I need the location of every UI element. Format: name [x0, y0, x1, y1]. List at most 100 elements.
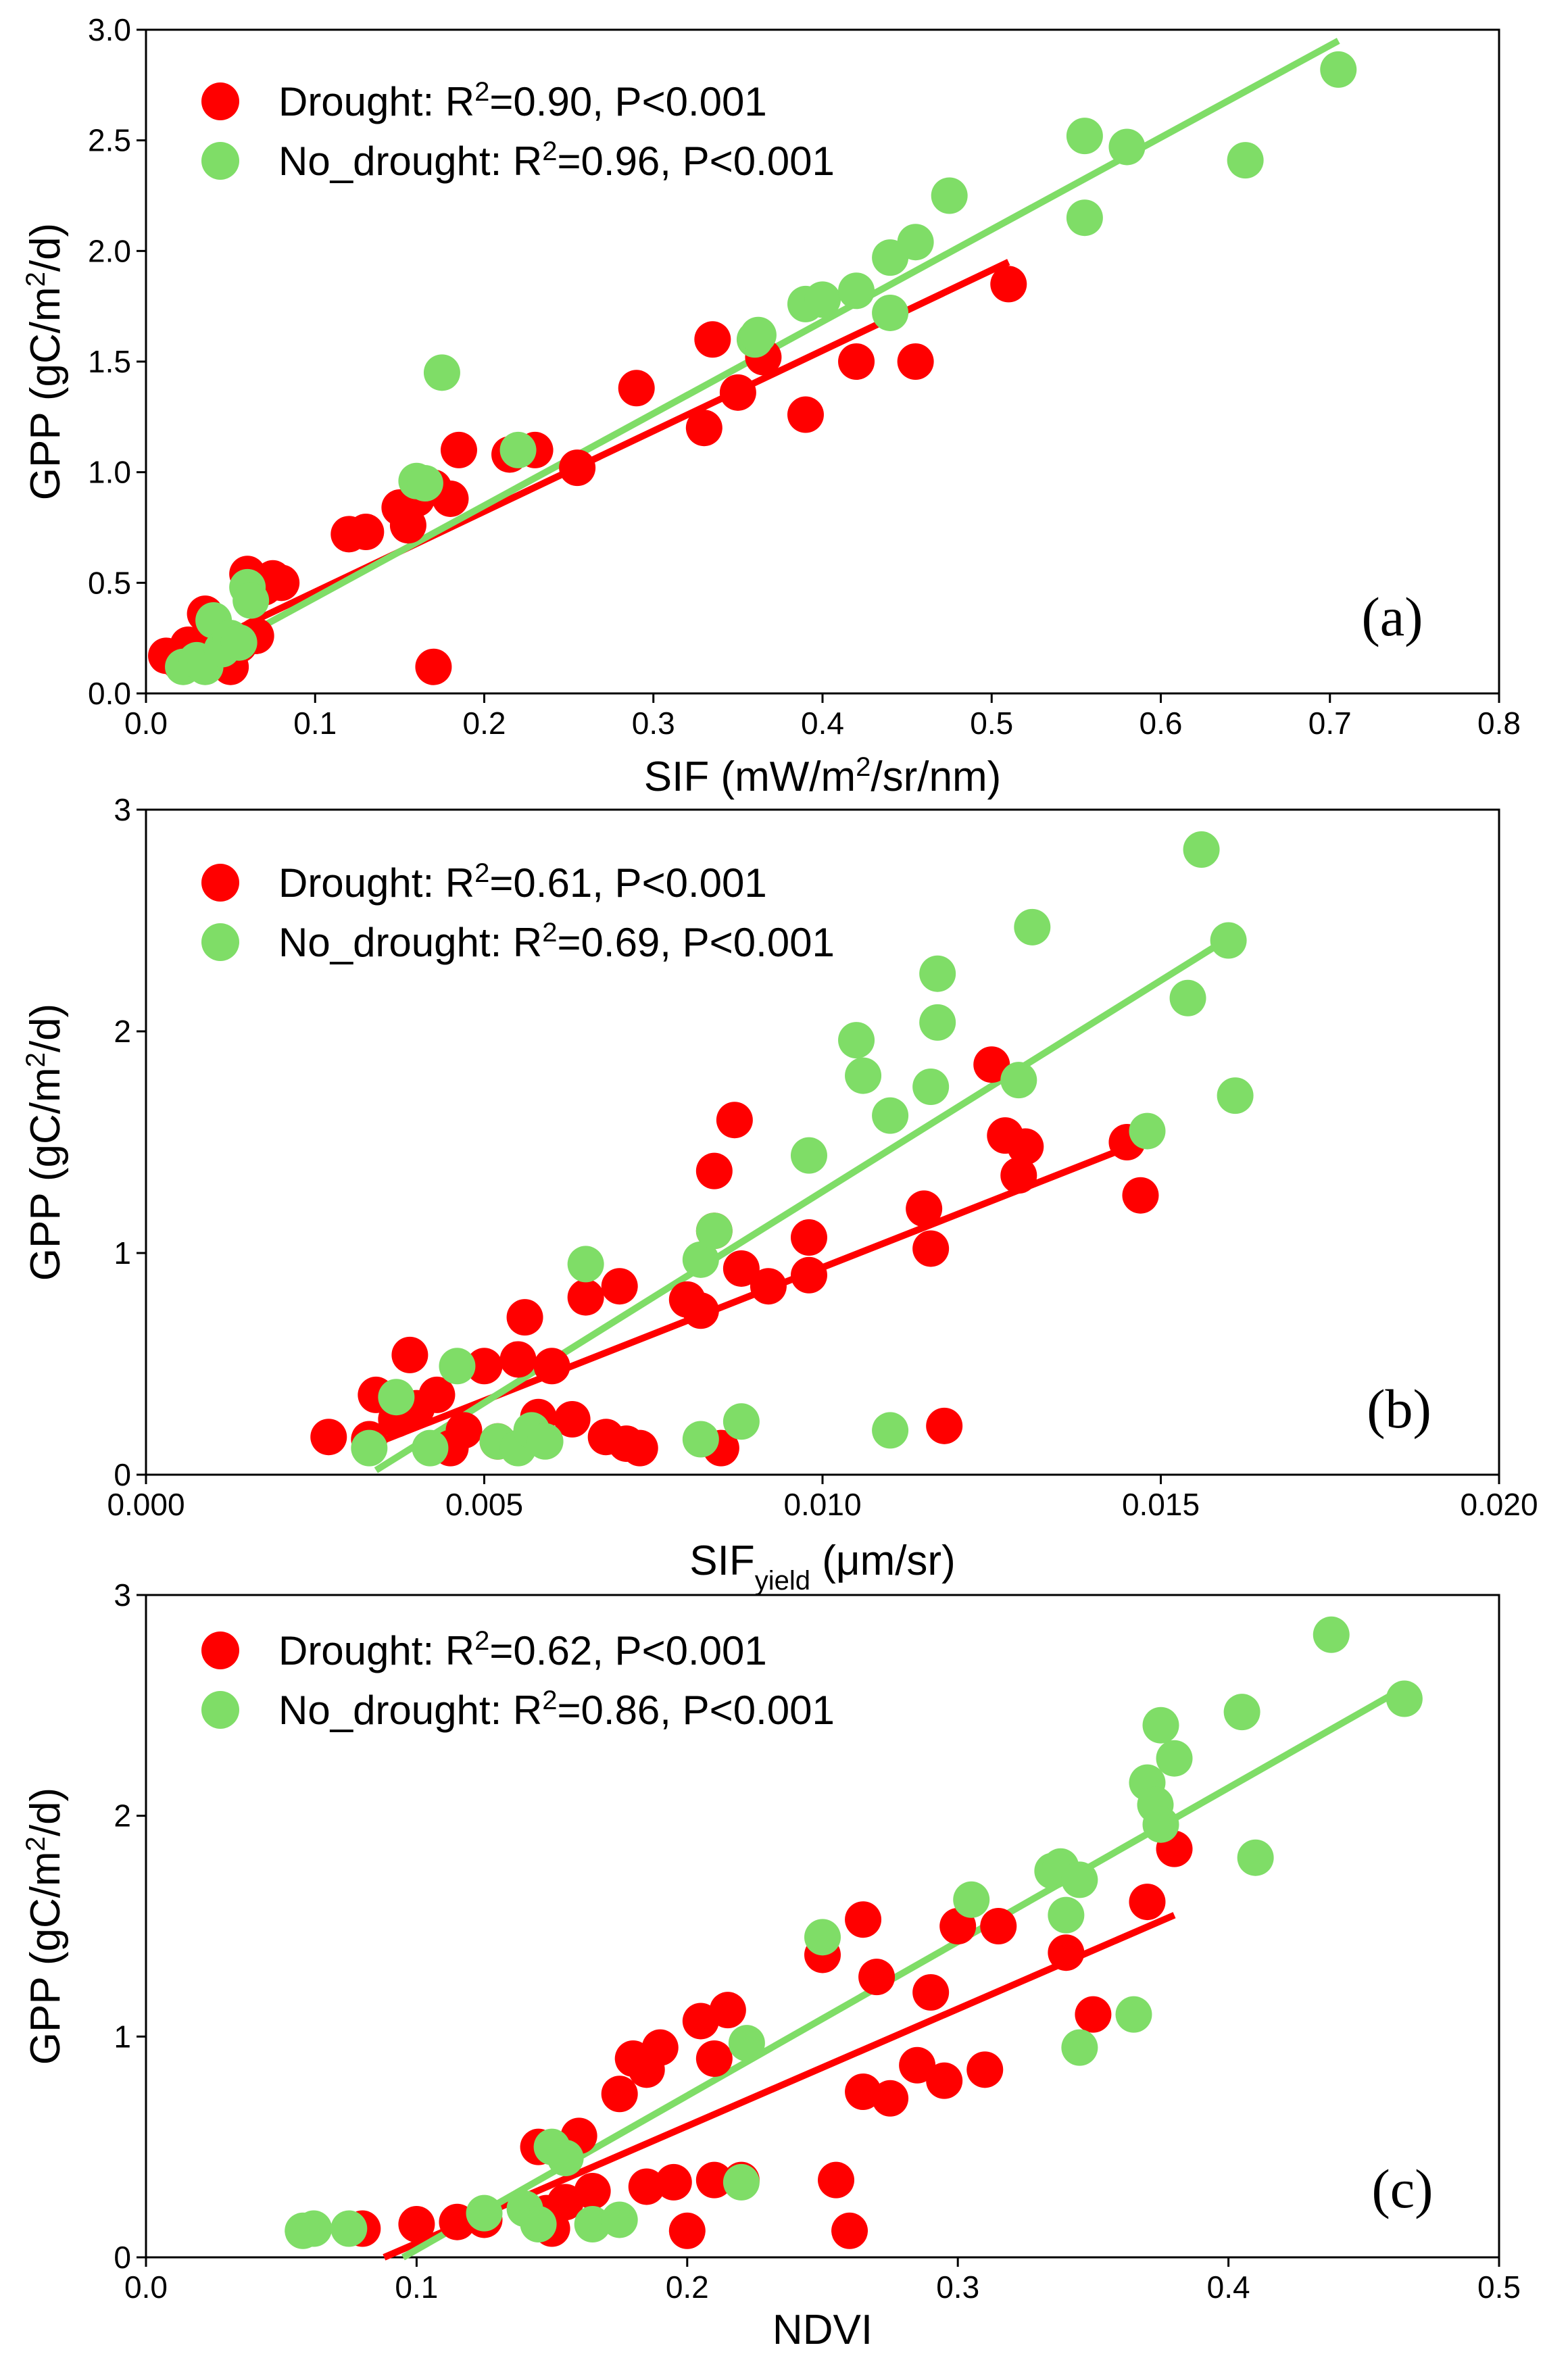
- panel-label: (c): [1371, 2158, 1433, 2219]
- point-no-drought: [1066, 199, 1103, 237]
- point-no-drought: [220, 624, 258, 661]
- point-no-drought: [232, 582, 270, 619]
- point-drought: [559, 449, 596, 487]
- plot-frame: [145, 808, 1500, 1476]
- point-no-drought: [953, 1881, 990, 1918]
- point-no-drought: [1386, 1680, 1423, 1717]
- x-tick-label: 0.5: [970, 706, 1013, 741]
- point-no-drought: [574, 2206, 611, 2242]
- point-drought: [1075, 1996, 1112, 2033]
- x-tick-label: 0.000: [107, 1487, 185, 1522]
- point-drought: [310, 1419, 347, 1456]
- x-tick-label: 0.020: [1460, 1487, 1538, 1522]
- legend-label-no-drought: No_drought: R2=0.96, P<0.001: [278, 137, 835, 184]
- panel-label: (b): [1367, 1378, 1431, 1440]
- point-drought: [440, 431, 477, 468]
- point-drought: [787, 396, 824, 433]
- point-drought: [1048, 1934, 1085, 1971]
- point-drought: [899, 2046, 936, 2084]
- point-no-drought: [1320, 51, 1357, 88]
- point-drought: [641, 2029, 679, 2066]
- x-tick-label: 0.5: [1477, 2269, 1521, 2305]
- point-no-drought: [1210, 922, 1247, 959]
- point-no-drought: [722, 2163, 760, 2201]
- legend-marker-drought: [201, 864, 239, 902]
- point-drought: [695, 2161, 733, 2199]
- x-tick-label: 0.005: [445, 1487, 523, 1522]
- point-drought: [668, 2212, 706, 2249]
- point-drought: [906, 1190, 943, 1227]
- legend-marker-no-drought: [201, 1691, 239, 1729]
- point-no-drought: [682, 1421, 719, 1458]
- point-no-drought: [499, 431, 537, 468]
- point-drought: [990, 266, 1027, 303]
- point-drought: [506, 1299, 543, 1336]
- point-no-drought: [567, 1246, 604, 1283]
- y-tick-label: 0: [114, 2240, 131, 2275]
- point-drought: [415, 648, 452, 685]
- point-no-drought: [466, 2194, 503, 2232]
- chart-panel-b: 0.000 0.005 0.010 0.015 0.020 0 1 2 3 SIFyield (μ…: [21, 792, 1538, 1596]
- point-drought: [554, 1401, 591, 1438]
- point-no-drought: [919, 955, 956, 992]
- point-no-drought: [931, 177, 968, 214]
- point-drought: [347, 514, 385, 551]
- point-no-drought: [1108, 128, 1146, 166]
- point-drought: [628, 2168, 665, 2205]
- point-drought: [466, 1348, 503, 1385]
- y-axis-title: GPP (gC/m2/d): [21, 1788, 69, 2065]
- plot-frame: [145, 1594, 1500, 2259]
- point-drought: [601, 2076, 638, 2113]
- y-tick-label: 0: [114, 1457, 131, 1492]
- point-no-drought: [1115, 1996, 1152, 2033]
- y-tick-label: 3.0: [88, 12, 131, 47]
- legend-label-no-drought: No_drought: R2=0.86, P<0.001: [278, 1686, 835, 1733]
- x-tick-label: 0.8: [1477, 706, 1521, 741]
- point-drought: [685, 410, 722, 447]
- point-drought: [695, 1152, 733, 1189]
- point-no-drought: [526, 1423, 564, 1460]
- point-no-drought: [1142, 1707, 1179, 1744]
- point-drought: [574, 2173, 611, 2209]
- point-no-drought: [1061, 1861, 1098, 1898]
- point-no-drought: [1061, 2029, 1098, 2066]
- x-tick-label: 0.2: [463, 706, 506, 741]
- point-no-drought: [378, 1379, 415, 1416]
- point-no-drought: [1227, 142, 1264, 179]
- point-drought: [722, 1250, 760, 1287]
- y-axis-title: GPP (gC/m2/d): [21, 1004, 69, 1281]
- x-axis-title: SIFyield (μm/sr): [689, 1538, 955, 1596]
- y-tick-label: 1: [114, 1235, 131, 1271]
- legend-label-drought: Drought: R2=0.62, P<0.001: [278, 1626, 767, 1673]
- point-no-drought: [406, 465, 443, 502]
- point-no-drought: [330, 2210, 368, 2247]
- y-tick-label: 2.0: [88, 233, 131, 268]
- point-drought: [926, 1407, 963, 1444]
- x-tick-label: 0.7: [1308, 706, 1352, 741]
- x-tick-label: 0.3: [632, 706, 675, 741]
- point-drought: [973, 1046, 1010, 1083]
- point-no-drought: [872, 294, 909, 331]
- legend-marker-drought: [201, 82, 239, 120]
- point-no-drought: [1048, 1896, 1085, 1934]
- point-drought: [897, 343, 934, 380]
- x-tick-label: 0.0: [124, 2269, 168, 2305]
- point-no-drought: [804, 281, 841, 318]
- point-drought: [790, 1219, 827, 1256]
- point-drought: [790, 1256, 827, 1294]
- legend-label-no-drought: No_drought: R2=0.69, P<0.001: [278, 918, 835, 965]
- point-drought: [838, 343, 875, 380]
- point-no-drought: [872, 1412, 909, 1449]
- point-no-drought: [1142, 1806, 1179, 1843]
- plot-frame: [145, 28, 1500, 695]
- point-no-drought: [1066, 118, 1103, 155]
- point-drought: [621, 1429, 658, 1467]
- point-drought: [418, 1376, 456, 1413]
- y-tick-label: 0.0: [88, 676, 131, 711]
- point-drought: [980, 1908, 1017, 1944]
- point-drought: [445, 1412, 483, 1449]
- x-tick-label: 0.4: [801, 706, 844, 741]
- point-no-drought: [845, 1057, 882, 1094]
- point-drought: [912, 1230, 950, 1267]
- point-no-drought: [547, 2140, 584, 2176]
